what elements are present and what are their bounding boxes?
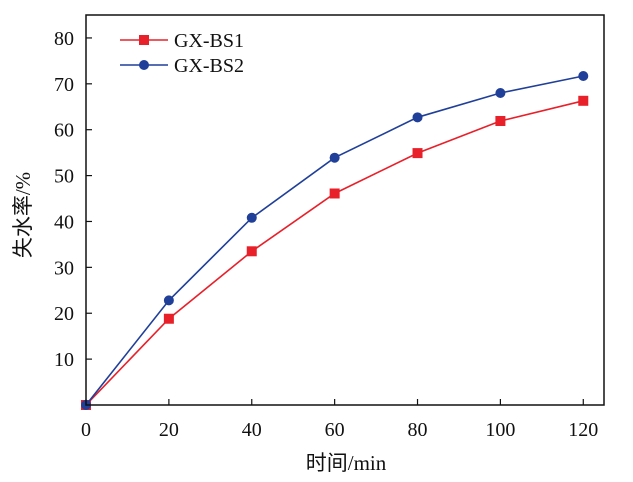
y-axis-label: 失水率/% [11,172,35,258]
data-point-gx-bs1 [495,115,506,126]
legend-marker-gx-bs1 [139,35,149,45]
y-tick-label: 10 [54,349,74,371]
data-point-gx-bs1 [412,148,423,159]
data-point-gx-bs1 [246,246,257,257]
plot-frame [85,14,605,406]
ticks-layer: 0 20 40 60 80 100 120 10 20 30 40 50 60 70 80 [54,28,598,441]
legend-label-gx-bs2: GX-BS2 [174,55,244,77]
data-point-gx-bs2 [578,71,589,82]
series-layer [81,71,589,410]
x-tick-label: 0 [81,419,91,441]
legend: GX-BS1 GX-BS2 [120,30,244,77]
data-point-gx-bs2 [163,295,174,306]
data-point-gx-bs1 [578,95,589,106]
data-point-gx-bs2 [412,112,423,123]
x-tick-label: 100 [485,419,515,441]
series-line-gx-bs2 [85,75,584,406]
y-tick-label: 50 [54,166,74,188]
series-line-gx-bs1 [85,100,584,406]
data-point-gx-bs2 [246,212,257,223]
x-tick-label: 80 [408,419,428,441]
y-tick-label: 40 [54,211,74,233]
x-tick-label: 40 [242,419,262,441]
data-point-gx-bs1 [163,313,174,324]
y-tick-label: 60 [54,120,74,142]
data-point-gx-bs2 [495,88,506,98]
y-tick-label: 80 [54,28,74,50]
y-tick-label: 30 [54,257,74,279]
y-tick-label: 20 [54,303,74,325]
y-tick-label: 70 [54,74,74,96]
legend-label-gx-bs1: GX-BS1 [174,30,244,52]
x-tick-label: 120 [568,419,598,441]
data-point-gx-bs1 [329,188,340,199]
x-axis-label: 时间/min [306,451,387,475]
legend-marker-gx-bs2 [139,60,149,70]
x-tick-label: 20 [159,419,179,441]
data-point-gx-bs2 [329,152,340,163]
x-tick-label: 60 [325,419,345,441]
